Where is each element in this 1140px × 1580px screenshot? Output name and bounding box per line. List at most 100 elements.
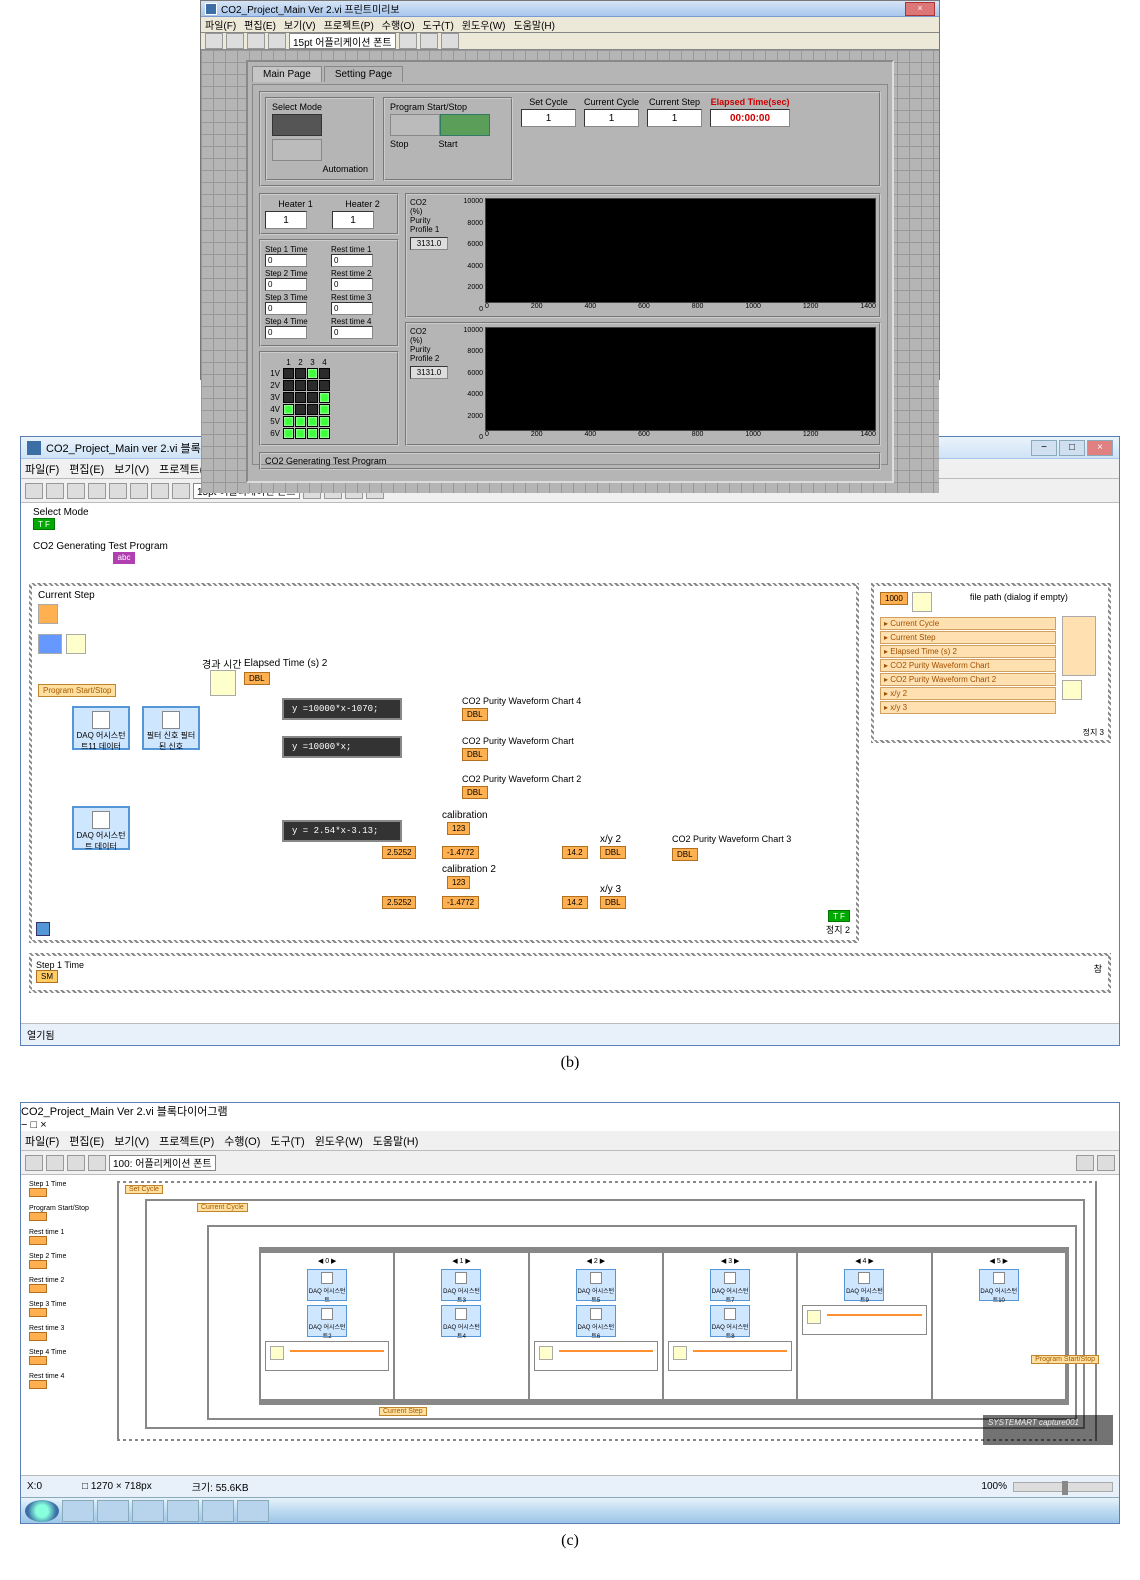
abort-button[interactable] [247,33,265,49]
close-button-a[interactable]: × [905,2,935,16]
formula-2[interactable]: y =10000*x; [282,736,402,758]
minimize-button-c[interactable]: − [21,1119,27,1131]
titlebar-c[interactable]: CO2_Project_Main Ver 2.vi 블록다이어그램 − □ × [21,1103,1119,1131]
step-right-val-2[interactable]: 0 [331,302,373,315]
run-btn-c[interactable] [25,1155,43,1171]
task-4[interactable] [167,1500,199,1522]
bd-canvas[interactable]: Select Mode T F CO2 Generating Test Prog… [21,503,1119,1023]
cont-btn-c[interactable] [46,1155,64,1171]
daq-tiny-9[interactable]: DAQ 어시스턴트10 [979,1269,1019,1301]
menu-b-0[interactable]: 파일(F) [25,461,59,477]
bd-canvas-c[interactable]: Step 1 TimeProgram Start/StopRest time 1… [21,1175,1119,1475]
menu-c-2[interactable]: 보기(V) [114,1133,149,1149]
daq-tiny-2[interactable]: DAQ 어시스턴트3 [441,1269,481,1301]
pause-btn-c[interactable] [88,1155,106,1171]
font-dropdown-c[interactable]: 100: 어플리케이션 폰트 [109,1155,216,1171]
daq-node-2[interactable]: DAQ 어시스턴트 데이터 [72,806,130,850]
menu-file[interactable]: 파일(F) [205,17,236,32]
start-orb[interactable] [25,1500,59,1522]
titlebar-a[interactable]: CO2_Project_Main Ver 2.vi 프린트미리보 × [201,1,939,17]
cont-btn-b[interactable] [46,483,64,499]
pause-button[interactable] [268,33,286,49]
mode-off[interactable] [272,114,322,136]
step-left-val-1[interactable]: 0 [265,278,307,291]
daq-tiny-8[interactable]: DAQ 어시스턴트9 [844,1269,884,1301]
step-right-val-0[interactable]: 0 [331,254,373,267]
filter-node[interactable]: 필터 신호 필터된 신호 [142,706,200,750]
step-btn-b[interactable] [130,483,148,499]
step-left-val-2[interactable]: 0 [265,302,307,315]
align-button[interactable] [399,33,417,49]
formula-1[interactable]: y =10000*x-1070; [282,698,402,720]
menu-help[interactable]: 도움말(H) [514,17,555,32]
menu-b-1[interactable]: 편집(E) [69,461,104,477]
menu-project[interactable]: 프로젝트(P) [324,17,374,32]
start-button[interactable] [440,114,490,136]
menu-c-4[interactable]: 수행(O) [224,1133,260,1149]
zoom-slider[interactable] [1013,1482,1113,1492]
menu-edit[interactable]: 편집(E) [244,17,276,32]
task-2[interactable] [97,1500,129,1522]
step-right-val-1[interactable]: 0 [331,278,373,291]
abort-btn-c[interactable] [67,1155,85,1171]
tab-setting[interactable]: Setting Page [324,66,403,82]
task-6[interactable] [237,1500,269,1522]
stepout-btn-b[interactable] [172,483,190,499]
run-cont-button[interactable] [226,33,244,49]
menu-operate[interactable]: 수행(O) [382,17,415,32]
daq-tiny-5[interactable]: DAQ 어시스턴트6 [576,1305,616,1337]
menu-tools[interactable]: 도구(T) [423,17,454,32]
seq-frame-2: ◀ 0 ▶DAQ 어시스턴트DAQ 어시스턴트2◀ 1 ▶DAQ 어시스턴트3D… [207,1225,1077,1420]
run-btn-b[interactable] [25,483,43,499]
led-2-3 [307,380,318,391]
menu-c-6[interactable]: 윈도우(W) [315,1133,363,1149]
daq-node-1[interactable]: DAQ 어시스턴트11 데이터 [72,706,130,750]
task-3[interactable] [132,1500,164,1522]
reorder-button[interactable] [441,33,459,49]
search-btn-c[interactable] [1076,1155,1094,1171]
step1time-ind: SM [36,970,58,983]
close-button-b[interactable]: × [1087,440,1113,456]
formula-3[interactable]: y = 2.54*x-3.13; [282,820,402,842]
task-5[interactable] [202,1500,234,1522]
task-1[interactable] [62,1500,94,1522]
run-button[interactable] [205,33,223,49]
menu-b-2[interactable]: 보기(V) [114,461,149,477]
heater2-value[interactable]: 1 [332,211,374,229]
elapsed-label-b: Elapsed Time (s) 2 [244,658,327,669]
step-left-val-0[interactable]: 0 [265,254,307,267]
close-button-c[interactable]: × [40,1119,46,1131]
pause-btn-b[interactable] [88,483,106,499]
minimize-button[interactable]: − [1031,440,1057,456]
daq-tiny-7[interactable]: DAQ 어시스턴트8 [710,1305,750,1337]
taskbar[interactable] [21,1497,1119,1523]
font-dropdown[interactable]: 15pt 어플리케이션 폰트 [289,33,396,49]
mode-auto[interactable] [272,139,322,161]
abort-btn-b[interactable] [67,483,85,499]
daq-tiny-1[interactable]: DAQ 어시스턴트2 [307,1305,347,1337]
tab-main[interactable]: Main Page [252,66,322,82]
stepinto-btn-b[interactable] [151,483,169,499]
distribute-button[interactable] [420,33,438,49]
help-btn-c[interactable] [1097,1155,1115,1171]
menu-c-5[interactable]: 도구(T) [270,1133,304,1149]
stop-button[interactable] [390,114,440,136]
maximize-button-c[interactable]: □ [31,1119,38,1131]
heater1-value[interactable]: 1 [265,211,307,229]
menu-c-1[interactable]: 편집(E) [69,1133,104,1149]
menu-view[interactable]: 보기(V) [284,17,316,32]
step-left-val-3[interactable]: 0 [265,326,307,339]
daq-tiny-6[interactable]: DAQ 어시스턴트7 [710,1269,750,1301]
menu-c-7[interactable]: 도움말(H) [373,1133,419,1149]
menu-c-0[interactable]: 파일(F) [25,1133,59,1149]
step-right-val-3[interactable]: 0 [331,326,373,339]
chart2-label-block: CO2(%)PurityProfile 2 3131.0 [410,327,455,442]
daq-tiny-0[interactable]: DAQ 어시스턴트 [307,1269,347,1301]
maximize-button[interactable]: □ [1059,440,1085,456]
menu-window[interactable]: 윈도우(W) [462,17,506,32]
hilite-btn-b[interactable] [109,483,127,499]
set-cycle-value[interactable]: 1 [521,109,576,127]
daq-tiny-3[interactable]: DAQ 어시스턴트4 [441,1305,481,1337]
menu-c-3[interactable]: 프로젝트(P) [159,1133,214,1149]
daq-tiny-4[interactable]: DAQ 어시스턴트5 [576,1269,616,1301]
